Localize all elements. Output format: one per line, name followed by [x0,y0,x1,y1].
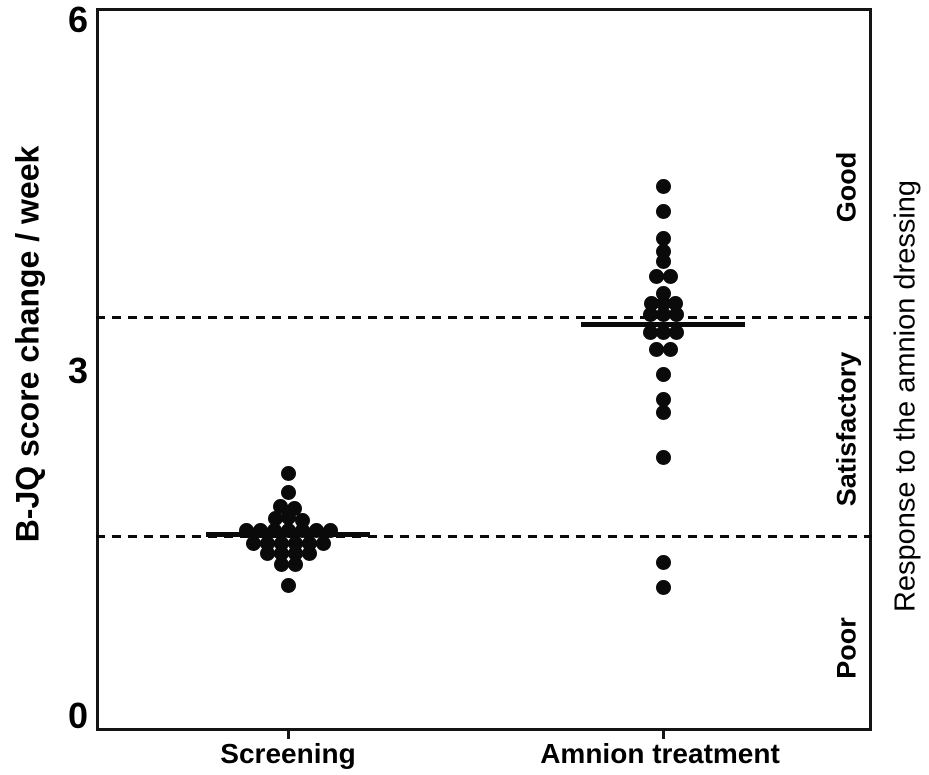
data-point [280,465,296,481]
data-point [648,341,664,357]
data-point [245,535,261,551]
data-point [280,523,296,539]
data-point [662,269,678,285]
data-point [655,392,671,408]
data-point [668,306,684,322]
data-point [655,324,671,340]
data-point [662,341,678,357]
data-point [308,523,324,539]
response-zone-label-satisfactory: Satisfactory [831,351,862,507]
data-point [273,557,289,573]
data-point [668,324,684,340]
reference-line-dashed-0 [96,316,872,320]
data-point [655,204,671,220]
data-point [655,230,671,246]
reference-line-dashed-1 [96,535,872,539]
plot-area [96,8,872,731]
response-zone-label-poor: Poor [831,617,862,679]
data-point [259,546,275,562]
x-axis-tick [286,731,290,739]
data-point [280,484,296,500]
right-axis-title: Response to the amnion dressing [889,179,922,613]
data-point [301,546,317,562]
y-tick-label-0: 0 [67,695,88,736]
data-point [266,523,282,539]
data-point [655,554,671,570]
x-category-label-amnion-treatment: Amnion treatment [540,738,780,769]
x-category-label-screening: Screening [220,738,356,769]
data-point [322,523,338,539]
data-point [252,523,268,539]
data-point [655,253,671,269]
data-point [648,269,664,285]
data-point [294,523,310,539]
data-point [655,449,671,465]
data-point [655,580,671,596]
y-tick-label-3: 3 [67,350,88,391]
data-point [655,405,671,421]
data-point [267,511,283,527]
y-axis-title: B-JQ score change / week [9,145,46,543]
data-point [280,577,296,593]
data-point [238,523,254,539]
data-point [280,510,296,526]
data-point [315,535,331,551]
response-zone-label-good: Good [831,151,862,223]
data-point [642,324,658,340]
data-point [655,366,671,382]
data-point [655,178,671,194]
y-tick-label-6: 6 [67,0,88,40]
data-point [655,306,671,322]
data-point [642,306,658,322]
data-point [287,557,303,573]
x-axis-tick [661,731,665,739]
